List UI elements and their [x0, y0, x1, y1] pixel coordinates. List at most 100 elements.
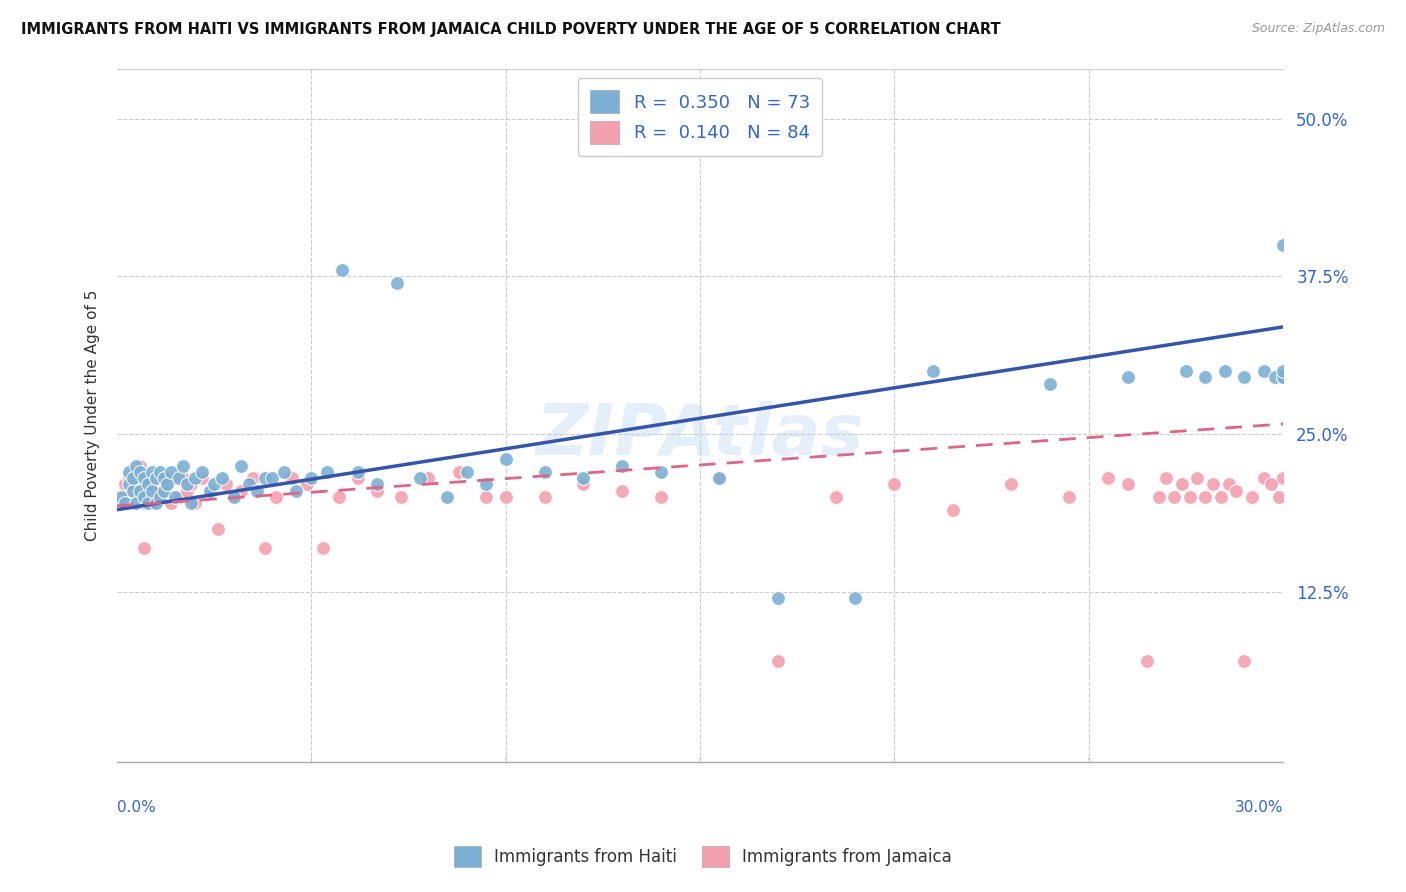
- Point: [191, 465, 214, 479]
- Point: [136, 490, 159, 504]
- Point: [495, 490, 517, 504]
- Point: [160, 465, 183, 479]
- Point: [136, 496, 159, 510]
- Point: [242, 471, 264, 485]
- Point: [114, 496, 136, 510]
- Point: [141, 465, 163, 479]
- Point: [129, 490, 152, 504]
- Point: [1233, 370, 1256, 384]
- Point: [134, 471, 156, 485]
- Point: [315, 465, 337, 479]
- Point: [149, 465, 172, 479]
- Point: [141, 496, 163, 510]
- Point: [200, 483, 222, 498]
- Point: [1264, 370, 1286, 384]
- Point: [125, 496, 148, 510]
- Point: [389, 490, 412, 504]
- Point: [844, 591, 866, 605]
- Point: [145, 490, 167, 504]
- Point: [211, 471, 233, 485]
- Legend: R =  0.350   N = 73, R =  0.140   N = 84: R = 0.350 N = 73, R = 0.140 N = 84: [578, 78, 823, 156]
- Point: [709, 471, 731, 485]
- Point: [299, 471, 322, 485]
- Point: [129, 477, 152, 491]
- Point: [1213, 364, 1236, 378]
- Point: [1194, 490, 1216, 504]
- Point: [1260, 477, 1282, 491]
- Point: [1240, 490, 1263, 504]
- Point: [134, 490, 156, 504]
- Point: [650, 465, 672, 479]
- Point: [117, 471, 139, 485]
- Point: [136, 477, 159, 491]
- Point: [253, 471, 276, 485]
- Point: [612, 458, 634, 473]
- Point: [332, 263, 354, 277]
- Point: [328, 490, 350, 504]
- Point: [160, 496, 183, 510]
- Point: [121, 471, 143, 485]
- Y-axis label: Child Poverty Under the Age of 5: Child Poverty Under the Age of 5: [86, 290, 100, 541]
- Point: [117, 477, 139, 491]
- Point: [436, 490, 458, 504]
- Point: [152, 483, 174, 498]
- Point: [129, 465, 152, 479]
- Point: [200, 483, 222, 498]
- Point: [167, 490, 190, 504]
- Point: [172, 458, 194, 473]
- Point: [1272, 364, 1295, 378]
- Point: [1187, 471, 1209, 485]
- Point: [152, 471, 174, 485]
- Text: IMMIGRANTS FROM HAITI VS IMMIGRANTS FROM JAMAICA CHILD POVERTY UNDER THE AGE OF : IMMIGRANTS FROM HAITI VS IMMIGRANTS FROM…: [21, 22, 1001, 37]
- Point: [231, 483, 253, 498]
- Point: [176, 477, 198, 491]
- Point: [883, 477, 905, 491]
- Point: [134, 541, 156, 555]
- Point: [231, 458, 253, 473]
- Point: [1171, 477, 1194, 491]
- Point: [1272, 370, 1295, 384]
- Point: [281, 471, 304, 485]
- Point: [650, 490, 672, 504]
- Point: [156, 477, 179, 491]
- Point: [121, 477, 143, 491]
- Point: [191, 471, 214, 485]
- Point: [1174, 364, 1197, 378]
- Point: [110, 490, 132, 504]
- Point: [125, 496, 148, 510]
- Point: [149, 490, 172, 504]
- Point: [253, 541, 276, 555]
- Point: [129, 483, 152, 498]
- Point: [1272, 370, 1295, 384]
- Point: [125, 471, 148, 485]
- Point: [475, 490, 498, 504]
- Point: [129, 458, 152, 473]
- Point: [347, 471, 370, 485]
- Point: [165, 471, 187, 485]
- Point: [572, 471, 595, 485]
- Point: [1272, 238, 1295, 252]
- Point: [180, 477, 202, 491]
- Point: [312, 541, 335, 555]
- Point: [156, 477, 179, 491]
- Point: [297, 477, 319, 491]
- Point: [117, 496, 139, 510]
- Point: [1116, 477, 1139, 491]
- Point: [110, 496, 132, 510]
- Point: [202, 477, 225, 491]
- Point: [416, 471, 439, 485]
- Point: [246, 483, 269, 498]
- Text: Source: ZipAtlas.com: Source: ZipAtlas.com: [1251, 22, 1385, 36]
- Point: [347, 465, 370, 479]
- Point: [1147, 490, 1170, 504]
- Point: [125, 458, 148, 473]
- Point: [766, 591, 789, 605]
- Point: [1253, 364, 1275, 378]
- Point: [1218, 477, 1240, 491]
- Point: [1156, 471, 1178, 485]
- Point: [709, 471, 731, 485]
- Point: [284, 483, 307, 498]
- Point: [180, 496, 202, 510]
- Point: [385, 276, 408, 290]
- Point: [1268, 490, 1291, 504]
